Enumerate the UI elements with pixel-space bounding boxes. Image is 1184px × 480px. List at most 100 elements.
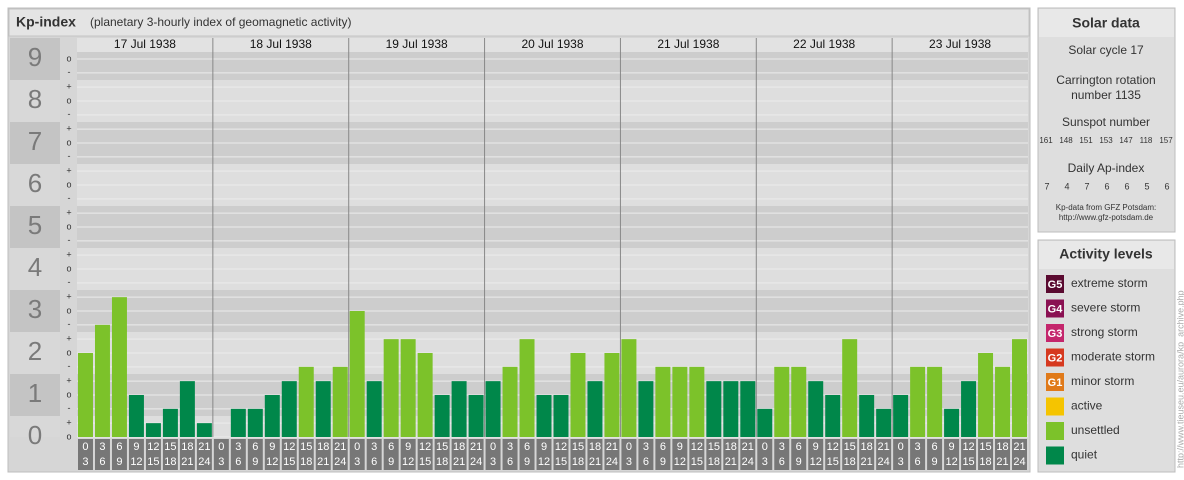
legend-label: strong storm [1071, 325, 1138, 339]
interval-label: 0 [218, 441, 224, 453]
interval-box [655, 439, 671, 470]
interval-label: 12 [130, 456, 142, 468]
interval-box [978, 439, 994, 470]
interval-label: 3 [779, 441, 785, 453]
bar [502, 366, 518, 437]
interval-box [179, 439, 195, 470]
minor-tick-label: o [66, 95, 71, 105]
minor-tick-label: - [68, 277, 71, 287]
interval-label: 9 [252, 456, 258, 468]
legend-label: quiet [1071, 448, 1098, 462]
interval-label: 24 [878, 456, 890, 468]
interval-label: 6 [252, 441, 258, 453]
sunspot-value: 157 [1159, 136, 1173, 145]
interval-box [94, 439, 110, 470]
bar [570, 353, 586, 437]
date-label: 22 Jul 1938 [793, 37, 855, 51]
sunspot-value: 153 [1099, 136, 1113, 145]
ap-value: 5 [1144, 181, 1149, 191]
ap-value: 6 [1104, 181, 1109, 191]
interval-label: 3 [371, 441, 377, 453]
minor-tick-label: - [68, 67, 71, 77]
interval-box [689, 439, 705, 470]
legend-swatch [1046, 275, 1064, 293]
y-tick-label: 3 [28, 294, 42, 324]
interval-box [672, 439, 688, 470]
bar [196, 423, 212, 437]
bar [128, 395, 144, 437]
interval-box [791, 439, 807, 470]
interval-label: 6 [779, 456, 785, 468]
bar [757, 408, 773, 437]
interval-box [893, 439, 909, 470]
solar-title: Solar data [1072, 15, 1140, 31]
interval-label: 9 [796, 456, 802, 468]
interval-label: 9 [660, 456, 666, 468]
legend-code: G4 [1048, 303, 1064, 315]
bar [400, 339, 416, 437]
bar [451, 381, 467, 437]
interval-label: 6 [371, 456, 377, 468]
interval-label: 9 [133, 441, 139, 453]
interval-label: 21 [742, 441, 754, 453]
interval-box [570, 439, 586, 470]
interval-label: 3 [915, 441, 921, 453]
bar [281, 381, 297, 437]
date-label: 17 Jul 1938 [114, 37, 176, 51]
interval-box [247, 439, 263, 470]
minor-tick-label: + [66, 376, 71, 386]
interval-label: 18 [844, 456, 856, 468]
interval-label: 21 [181, 456, 193, 468]
interval-box [910, 439, 926, 470]
bar [893, 395, 909, 437]
bar [485, 381, 501, 437]
bar [978, 353, 994, 437]
bar [417, 353, 433, 437]
y-label-band [10, 416, 60, 437]
legend-swatch [1046, 446, 1064, 465]
bar [944, 408, 960, 437]
interval-label: 6 [116, 441, 122, 453]
interval-label: 3 [643, 441, 649, 453]
bar [655, 366, 671, 437]
interval-label: 21 [334, 441, 346, 453]
carrington: Carrington rotation [1056, 73, 1155, 87]
minor-tick-label: - [68, 193, 71, 203]
bar [995, 366, 1011, 437]
interval-label: 12 [945, 456, 957, 468]
interval-box [553, 439, 569, 470]
minor-tick-label: + [66, 208, 71, 218]
interval-label: 21 [861, 456, 873, 468]
minor-tick-label: o [66, 53, 71, 63]
interval-label: 18 [725, 441, 737, 453]
solar-panel [1037, 7, 1176, 233]
interval-box [519, 439, 535, 470]
interval-box [774, 439, 790, 470]
interval-label: 24 [334, 456, 346, 468]
interval-label: 18 [436, 456, 448, 468]
interval-label: 9 [541, 441, 547, 453]
y-tick-label: 5 [28, 210, 42, 240]
interval-label: 12 [810, 456, 822, 468]
interval-label: 12 [266, 456, 278, 468]
source: http://www.gfz-potsdam.de [1059, 213, 1154, 222]
minor-tick-label: - [68, 109, 71, 119]
interval-label: 6 [507, 456, 513, 468]
minor-tick-label: + [66, 334, 71, 344]
interval-label: 6 [660, 441, 666, 453]
interval-label: 15 [283, 456, 295, 468]
interval-label: 9 [813, 441, 819, 453]
interval-label: 9 [116, 456, 122, 468]
bar [706, 381, 722, 437]
interval-box [604, 439, 620, 470]
source: Kp-data from GFZ Potsdam: [1056, 203, 1156, 212]
bar [78, 353, 93, 437]
interval-label: 15 [979, 441, 991, 453]
solar-header [1039, 9, 1174, 37]
interval-label: 21 [317, 456, 329, 468]
date-label: 20 Jul 1938 [521, 37, 583, 51]
interval-box [417, 439, 433, 470]
legend-swatch [1046, 348, 1064, 367]
interval-box [366, 439, 382, 470]
